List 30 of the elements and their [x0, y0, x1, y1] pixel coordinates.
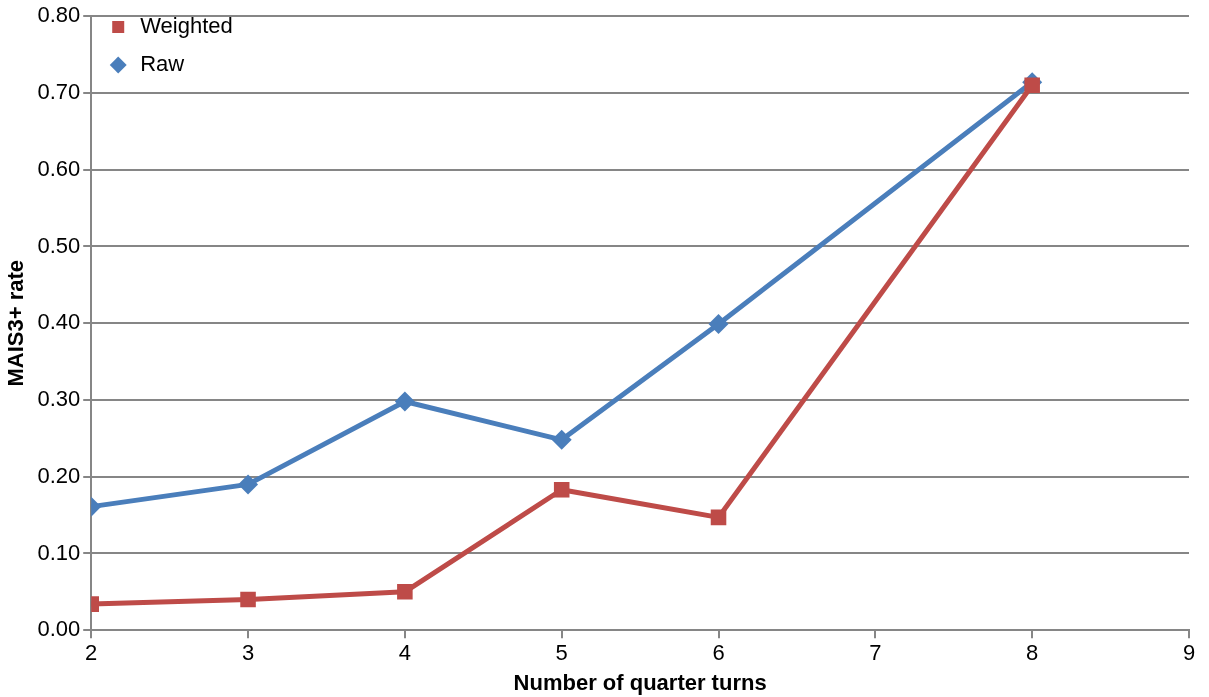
point — [238, 474, 259, 495]
x-tick-label: 4 — [398, 640, 411, 666]
point — [1024, 77, 1040, 94]
point — [551, 429, 572, 450]
x-tick-label: 3 — [241, 640, 255, 666]
y-tick-label: 0.40 — [37, 309, 81, 335]
x-axis-title: Number of quarter turns — [513, 669, 767, 695]
y-tick-label: 0.60 — [37, 155, 81, 181]
y-tick-label: 0.50 — [37, 232, 81, 258]
point — [710, 509, 727, 526]
point — [553, 481, 570, 498]
x-tick-label: 6 — [712, 640, 725, 666]
x-tick-label: 2 — [85, 640, 98, 666]
point — [240, 591, 256, 608]
x-tick-label: 5 — [555, 640, 568, 666]
x-tick-label: 9 — [1182, 640, 1196, 666]
y-tick-label: 0.20 — [37, 462, 81, 488]
legend-label: Raw — [140, 51, 185, 77]
y-axis-title: MAIS3+ rate — [3, 259, 29, 387]
y-tick-label: 0.00 — [37, 616, 81, 642]
x-tick-label: 8 — [1026, 640, 1039, 666]
y-tick-label: 0.30 — [37, 386, 81, 412]
y-tick-label: 0.10 — [37, 539, 81, 565]
x-tick-label: 7 — [869, 640, 882, 666]
point — [397, 584, 413, 600]
point — [394, 391, 415, 412]
point — [708, 313, 729, 334]
legend-label: Weighted — [140, 13, 233, 39]
y-tick-label: 0.80 — [37, 2, 81, 28]
y-tick-label: 0.70 — [37, 79, 81, 105]
